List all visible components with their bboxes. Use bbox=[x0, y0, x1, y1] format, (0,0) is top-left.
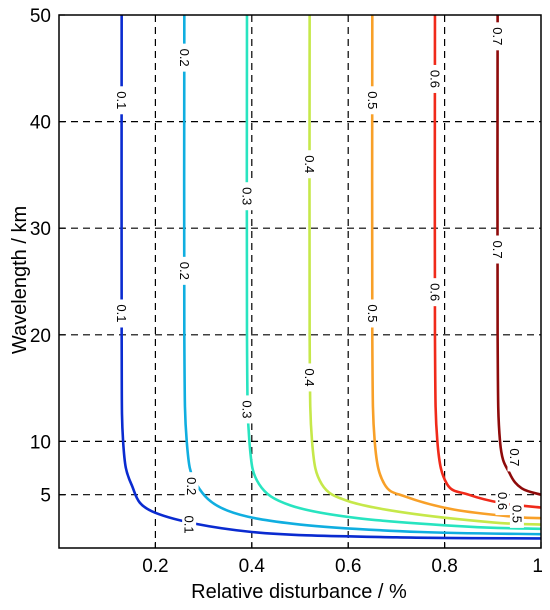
contour-label-0.6: 0.6 bbox=[495, 492, 510, 510]
contour-label-0.4: 0.4 bbox=[302, 155, 317, 173]
contour-label-mask bbox=[507, 443, 522, 472]
x-tick-label: 1 bbox=[532, 556, 543, 577]
contour-label-0.5: 0.5 bbox=[365, 304, 380, 322]
contour-label-mask bbox=[177, 256, 192, 285]
axis-ticks: 5 10 20 30 40 50 0.2 0.4 0.6 0.8 1 bbox=[30, 6, 543, 577]
x-tick-label: 0.8 bbox=[431, 556, 457, 577]
contour-label-mask bbox=[184, 472, 199, 501]
x-tick-label: 0.4 bbox=[239, 556, 266, 577]
contour-label-mask bbox=[365, 299, 380, 328]
contour-line-0.3 bbox=[245, 15, 541, 531]
contour-label-mask bbox=[427, 278, 442, 307]
contour-label-mask bbox=[177, 43, 192, 72]
contour-label-mask bbox=[302, 363, 317, 392]
y-tick-label: 30 bbox=[30, 219, 51, 240]
y-axis-label: Wavelength / km bbox=[9, 206, 31, 354]
contour-label-0.2: 0.2 bbox=[177, 49, 192, 67]
contour-label-0.7: 0.7 bbox=[490, 27, 505, 45]
contour-label-0.7: 0.7 bbox=[507, 448, 522, 466]
grid-lines bbox=[59, 15, 541, 548]
contour-label-mask bbox=[114, 86, 129, 115]
contour-label-0.2: 0.2 bbox=[177, 262, 192, 280]
contour-labels: 0.10.10.10.20.20.20.30.30.40.40.50.50.50… bbox=[114, 22, 524, 539]
plot-frame bbox=[58, 14, 542, 549]
contour-label-0.5: 0.5 bbox=[509, 505, 524, 523]
contour-label-0.1: 0.1 bbox=[182, 516, 197, 534]
contour-line-0.6 bbox=[433, 15, 541, 509]
contour-label-mask bbox=[495, 487, 510, 516]
contour-label-mask bbox=[239, 182, 254, 211]
contour-line-0.2 bbox=[182, 15, 541, 536]
contour-label-mask bbox=[365, 86, 380, 115]
y-tick-label: 40 bbox=[30, 113, 51, 134]
x-tick-label: 0.6 bbox=[335, 556, 361, 577]
contour-label-0.6: 0.6 bbox=[427, 283, 442, 301]
x-tick-label: 0.2 bbox=[142, 556, 168, 577]
contour-label-mask bbox=[490, 22, 505, 51]
contour-label-0.3: 0.3 bbox=[239, 187, 254, 205]
y-tick-label: 5 bbox=[40, 486, 51, 507]
contour-label-0.3: 0.3 bbox=[239, 400, 254, 418]
contour-label-0.2: 0.2 bbox=[184, 477, 199, 495]
contour-line-0.5 bbox=[370, 15, 541, 520]
contour-label-0.6: 0.6 bbox=[427, 70, 442, 88]
x-axis-label: Relative disturbance / % bbox=[191, 581, 407, 603]
contour-line-0.4 bbox=[308, 15, 541, 526]
contour-label-0.5: 0.5 bbox=[365, 91, 380, 109]
contour-label-mask bbox=[114, 299, 129, 328]
y-tick-label: 10 bbox=[30, 432, 51, 453]
contour-line-0.1 bbox=[120, 15, 541, 540]
contour-label-mask bbox=[490, 235, 505, 264]
contour-label-0.7: 0.7 bbox=[490, 240, 505, 258]
contour-label-mask bbox=[302, 150, 317, 179]
contour-label-mask bbox=[509, 499, 524, 528]
contour-label-mask bbox=[427, 64, 442, 93]
contour-line-0.7 bbox=[496, 15, 541, 496]
y-tick-label: 20 bbox=[30, 326, 51, 347]
contour-label-0.4: 0.4 bbox=[302, 368, 317, 386]
contour-label-0.1: 0.1 bbox=[114, 91, 129, 109]
contour-label-mask bbox=[239, 395, 254, 424]
contour-label-0.1: 0.1 bbox=[114, 304, 129, 322]
contour-label-mask bbox=[182, 510, 197, 539]
y-tick-label: 50 bbox=[30, 6, 51, 27]
